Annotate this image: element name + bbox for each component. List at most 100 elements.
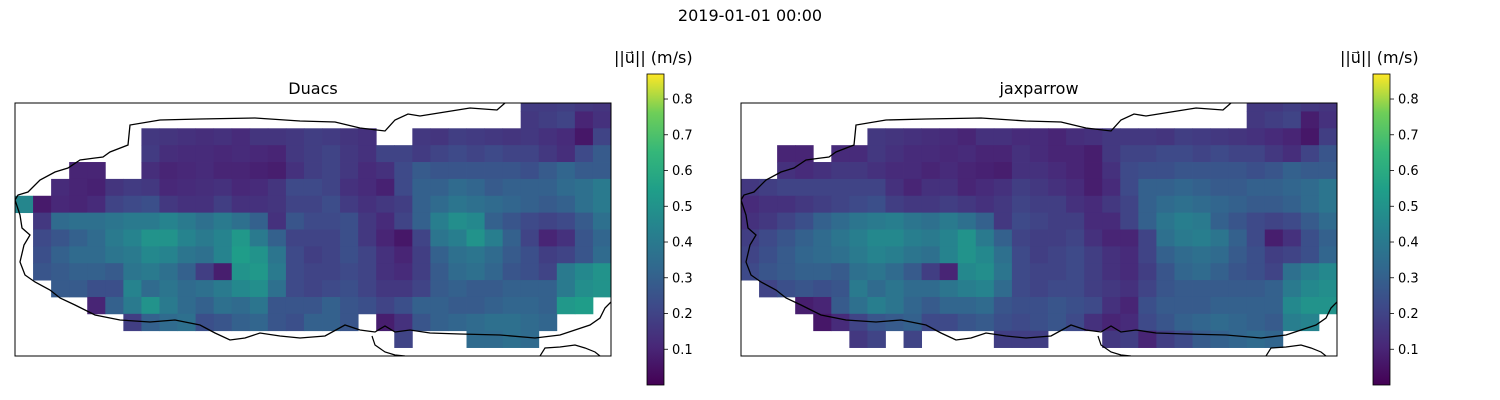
heatmap-cell bbox=[502, 296, 522, 315]
heatmap-cell bbox=[177, 263, 197, 281]
heatmap-cell bbox=[394, 195, 413, 214]
heatmap-cell bbox=[448, 195, 467, 214]
heatmap-cell bbox=[556, 103, 576, 112]
heatmap-cell bbox=[592, 195, 611, 214]
heatmap-cell bbox=[285, 296, 305, 315]
heatmap-cell bbox=[538, 195, 558, 214]
heatmap-cell bbox=[1282, 212, 1302, 230]
heatmap-cell bbox=[795, 246, 814, 264]
heatmap-cell bbox=[1228, 128, 1248, 146]
coastline-duacs-south bbox=[371, 335, 601, 356]
heatmap-cell bbox=[1318, 296, 1337, 315]
heatmap-cell bbox=[195, 263, 215, 281]
heatmap-cell bbox=[33, 229, 52, 247]
heatmap-cell bbox=[939, 195, 959, 214]
heatmap-cell bbox=[867, 246, 886, 264]
heatmap-cell bbox=[813, 263, 832, 281]
heatmap-cell bbox=[249, 313, 269, 332]
heatmap-cell bbox=[574, 212, 594, 230]
heatmap-cell bbox=[430, 178, 449, 197]
heatmap-cell bbox=[303, 263, 323, 281]
heatmap-cell bbox=[412, 145, 431, 163]
heatmap-cell bbox=[141, 296, 160, 315]
heatmap-cell bbox=[1156, 145, 1175, 163]
heatmap-cell bbox=[867, 212, 886, 230]
heatmap-cell bbox=[957, 212, 977, 230]
heatmap-cell bbox=[123, 296, 142, 315]
heatmap-cell bbox=[993, 313, 1013, 332]
heatmap-cell bbox=[1102, 229, 1121, 247]
heatmap-cell bbox=[1318, 111, 1337, 129]
heatmap-cell bbox=[849, 246, 868, 264]
heatmap-cell bbox=[1210, 212, 1230, 230]
heatmap-cell bbox=[1300, 313, 1320, 332]
colorbar-tick-label: 0.6 bbox=[672, 164, 693, 179]
heatmap-cell bbox=[1029, 128, 1049, 146]
heatmap-cell bbox=[1300, 212, 1320, 230]
heatmap-cell bbox=[249, 296, 269, 315]
heatmap-cell bbox=[1210, 313, 1230, 332]
heatmap-cell bbox=[903, 195, 923, 214]
heatmap-cell bbox=[1228, 178, 1248, 197]
heatmap-cell bbox=[448, 296, 467, 315]
heatmap-cell bbox=[213, 229, 233, 247]
heatmap-cell bbox=[267, 263, 287, 281]
heatmap-cell bbox=[195, 229, 215, 247]
heatmap-cell bbox=[1120, 162, 1139, 180]
heatmap-cell bbox=[975, 263, 995, 281]
heatmap-cell bbox=[975, 212, 995, 230]
heatmap-cell bbox=[1228, 313, 1248, 332]
heatmap-cell bbox=[412, 212, 431, 230]
heatmap-cell bbox=[448, 313, 467, 332]
heatmap-cell bbox=[849, 195, 868, 214]
heatmap-cell bbox=[448, 212, 467, 230]
heatmap-cell bbox=[1102, 296, 1121, 315]
heatmap-cell bbox=[849, 178, 868, 197]
heatmap-cell bbox=[484, 280, 504, 298]
heatmap-cell bbox=[285, 162, 305, 180]
heatmap-cell bbox=[777, 145, 796, 163]
heatmap-cell bbox=[777, 263, 796, 281]
heatmap-cell bbox=[556, 229, 576, 247]
heatmap-cell bbox=[1246, 128, 1266, 146]
heatmap-cell bbox=[1300, 111, 1320, 129]
colorbar-tick-label: 0.8 bbox=[1398, 93, 1419, 108]
heatmap-cell bbox=[1210, 195, 1230, 214]
heatmap-cell bbox=[1300, 145, 1320, 163]
heatmap-cell bbox=[795, 145, 814, 163]
heatmap-cell bbox=[520, 246, 540, 264]
heatmap-cell bbox=[358, 263, 377, 281]
heatmap-cell bbox=[885, 263, 904, 281]
heatmap-cell bbox=[448, 178, 467, 197]
heatmap-cell bbox=[885, 229, 904, 247]
heatmap-cell bbox=[939, 263, 959, 281]
heatmap-cell bbox=[831, 313, 850, 332]
heatmap-cell bbox=[903, 280, 923, 298]
heatmap-cell bbox=[1264, 195, 1284, 214]
heatmap-cell bbox=[69, 263, 88, 281]
heatmap-cell bbox=[520, 103, 540, 112]
heatmap-cell bbox=[412, 246, 431, 264]
heatmap-cell bbox=[1174, 246, 1193, 264]
heatmap-cell bbox=[574, 178, 594, 197]
heatmap-cell bbox=[466, 296, 485, 315]
heatmap-cell bbox=[538, 111, 558, 129]
heatmap-cell bbox=[376, 162, 395, 180]
heatmap-cell bbox=[849, 330, 868, 348]
heatmap-cell bbox=[376, 195, 395, 214]
heatmap-cell bbox=[975, 145, 995, 163]
heatmap-cell bbox=[51, 246, 70, 264]
heatmap-cell bbox=[1174, 162, 1193, 180]
heatmap-cell bbox=[87, 296, 106, 315]
heatmap-cell bbox=[993, 212, 1013, 230]
heatmap-cell bbox=[177, 246, 197, 264]
heatmap-cell bbox=[376, 280, 395, 298]
heatmap-cell bbox=[885, 280, 904, 298]
heatmap-cell bbox=[1120, 195, 1139, 214]
heatmap-cell bbox=[340, 229, 359, 247]
heatmap-cell bbox=[1264, 111, 1284, 129]
heatmap-cell bbox=[376, 263, 395, 281]
heatmap-cell bbox=[430, 296, 449, 315]
heatmap-cell bbox=[267, 178, 287, 197]
heatmap-cell bbox=[556, 145, 576, 163]
